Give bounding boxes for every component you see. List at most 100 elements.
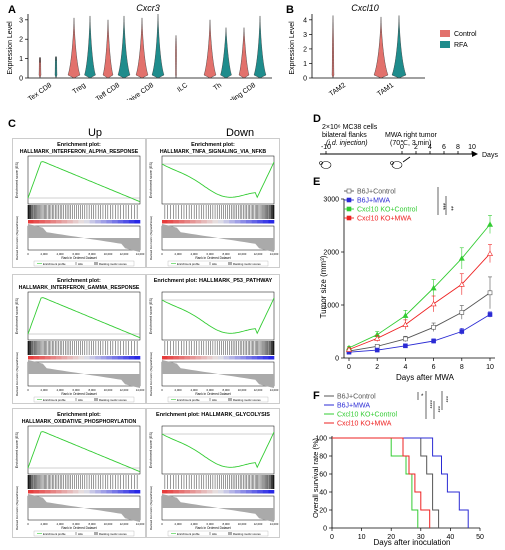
significance-mark: ****: [426, 400, 432, 409]
gsea-xlabel: Rank in Ordered Dataset: [195, 392, 230, 396]
panel-label-a: A: [8, 4, 16, 16]
gsea-legend: Enrichment profile Hits Ranking metric sco…: [33, 260, 135, 267]
panel-a-title: Cxcr3: [136, 3, 160, 13]
violin-shape: [54, 56, 58, 79]
violin-shape: [38, 57, 42, 79]
gsea-es-label: Enrichment score (ES): [149, 432, 153, 468]
tumor-ytick: 3000: [323, 197, 339, 204]
gsea-rank-label: Ranked list metric (Signal2Noise): [149, 216, 153, 260]
gsea-plot-head: Enrichment plot: HALLMARK_GLYCOLYSIS: [156, 412, 270, 418]
gsea-plot: Enrichment plot: HALLMARK_GLYCOLYSIS Enri…: [146, 408, 280, 538]
gsea-xlabel: Rank in Ordered Dataset: [61, 392, 96, 396]
gsea-xtick: 8,000: [223, 522, 230, 526]
panel-b-ytick: 4: [303, 17, 307, 24]
gsea-xtick: 2,000: [175, 388, 182, 392]
panel-label-d: D: [313, 113, 321, 125]
gsea-plot: Enrichment plot:HALLMARK_TNFA_SIGNALING_…: [146, 138, 280, 268]
gsea-plot-name: HALLMARK_OXIDATIVE_PHOSPHORYLATION: [22, 419, 137, 425]
gsea-enrichment-line: [27, 297, 141, 339]
timeline-unit: Days: [482, 152, 498, 159]
survival-xtick: 0: [330, 534, 334, 541]
gsea-gradient-bar: [28, 356, 141, 360]
gsea-xtick: 6,000: [207, 522, 214, 526]
tumor-point: [430, 300, 437, 307]
gsea-hits: [164, 475, 275, 489]
survival-chart-xlabel: Days after inoculation: [374, 538, 451, 547]
gsea-xtick: 14,000: [270, 522, 279, 526]
panel-a-ylabel: Expression Level: [7, 21, 14, 75]
gsea-legend-item: Enrichment profile: [177, 262, 200, 266]
gsea-rank-label: Ranked list metric (Signal2Noise): [15, 486, 19, 530]
gsea-xtick: 14,000: [136, 252, 145, 256]
tumor-chart-ylabel: Tumor size (mm³): [319, 255, 328, 318]
violin-shape: [220, 27, 232, 79]
tumor-xtick: 6: [432, 364, 436, 371]
gsea-es-label: Enrichment score (ES): [15, 298, 19, 334]
gsea-es-label: Enrichment score (ES): [15, 162, 19, 198]
legend-swatch-control: [440, 30, 450, 37]
gsea-legend: Enrichment profile Hits Ranking metric sco…: [167, 530, 269, 537]
tumor-chart-xlabel: Days after MWA: [396, 373, 455, 382]
gsea-xtick: 4,000: [191, 522, 198, 526]
gsea-gradient-bar: [162, 356, 275, 360]
tumor-series-line: [348, 314, 491, 353]
gsea-xtick: 8,000: [89, 522, 96, 526]
gsea-xtick: 8,000: [89, 388, 96, 392]
tumor-point: [486, 221, 494, 227]
gsea-xtick: 2,000: [41, 388, 48, 392]
column-up-label: Up: [87, 127, 103, 139]
timeline-flanks-text: bilateral flanks: [322, 132, 367, 139]
gsea-es-label: Enrichment score (ES): [149, 298, 153, 334]
gsea-hits: [164, 205, 275, 219]
gsea-rank-area: [28, 494, 140, 522]
timeline-tick: 6: [442, 144, 446, 151]
tumor-growth-chart: Tumor size (mm³) Days after MWA 0 1000 200…: [319, 187, 495, 382]
gsea-rank-label: Ranked list metric (Signal2Noise): [15, 352, 19, 396]
timeline-arrowhead: [472, 151, 478, 157]
gsea-legend-item: Hits: [78, 398, 83, 402]
gsea-plot-head: Enrichment plot:: [57, 278, 101, 284]
timeline-injection-text: (i.d. injection): [326, 140, 368, 147]
gsea-xtick: 4,000: [191, 252, 198, 256]
gsea-xtick: 0: [161, 388, 163, 392]
violin-shape: [331, 15, 335, 79]
gsea-xlabel: Rank in Ordered Dataset: [61, 526, 96, 530]
survival-ytick: 0: [323, 526, 327, 533]
tumor-point: [374, 335, 381, 341]
gsea-xtick: 2,000: [41, 522, 48, 526]
gsea-xtick: 10,000: [238, 388, 247, 392]
tumor-point: [374, 344, 380, 349]
gsea-xtick: 12,000: [120, 522, 129, 526]
gsea-hits: [27, 341, 138, 355]
tumor-xtick: 4: [403, 364, 407, 371]
survival-step-line: [332, 437, 419, 528]
survival-legend-label: Cxcl10 KO+MWA: [337, 421, 392, 428]
significance-mark: *: [421, 394, 424, 400]
gsea-legend-item: Enrichment profile: [43, 532, 66, 536]
gsea-xtick: 12,000: [120, 252, 129, 256]
violin-shape: [117, 15, 131, 79]
gsea-hits: [27, 205, 138, 219]
gsea-legend-item: Enrichment profile: [43, 262, 66, 266]
gsea-gradient-bar: [28, 490, 141, 494]
tumor-series-line: [348, 224, 491, 349]
survival-legend-label: B6J+Control: [337, 394, 376, 401]
gsea-xtick: 10,000: [238, 522, 247, 526]
gsea-rank-area: [162, 494, 274, 522]
gsea-legend-item: Enrichment profile: [177, 532, 200, 536]
violin-shape: [84, 15, 96, 79]
gsea-plot: Enrichment plot:HALLMARK_OXIDATIVE_PHOSP…: [12, 408, 146, 538]
gsea-plot-name: HALLMARK_TNFA_SIGNALING_VIA_NFKB: [160, 149, 267, 155]
timeline-schematic: 2×10⁶ MC38 cells bilateral flanks (i.d. …: [319, 124, 498, 169]
tumor-legend-label: Cxcl10 KO+Control: [357, 207, 418, 214]
timeline-tick: 10: [468, 144, 476, 151]
survival-ytick: 60: [319, 472, 327, 479]
tumor-legend-label: B6J+Control: [357, 189, 396, 196]
survival-step-line: [332, 437, 469, 528]
gsea-xtick: 14,000: [136, 522, 145, 526]
tumor-xtick: 8: [460, 364, 464, 371]
gsea-legend-item: Hits: [212, 262, 217, 266]
gsea-legend: Enrichment profile Hits Ranking metric sco…: [33, 530, 135, 537]
survival-legend-label: B6J+MWA: [337, 403, 370, 410]
